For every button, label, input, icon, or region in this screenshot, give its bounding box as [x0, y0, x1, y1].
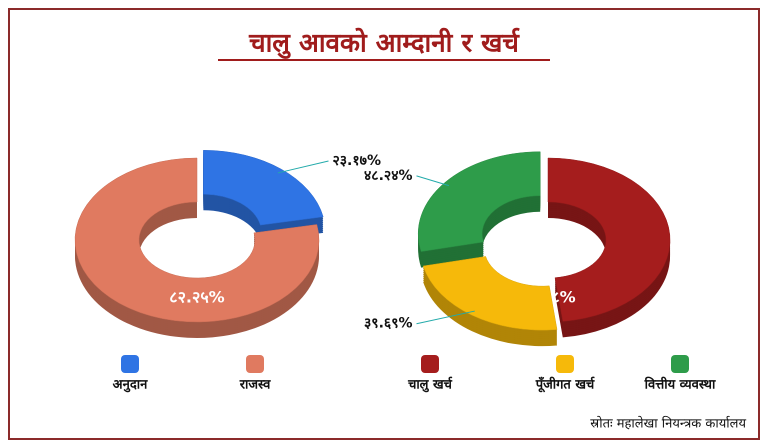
frame — [8, 8, 760, 440]
slice — [203, 150, 324, 226]
slice — [74, 157, 320, 323]
leader-line — [416, 310, 475, 325]
slice — [547, 157, 671, 322]
value-label: ८२.२५% — [169, 288, 224, 307]
legend-label: चालु खर्च — [407, 377, 453, 393]
leader-line — [416, 175, 450, 187]
legend-swatch — [121, 355, 139, 373]
value-label: २३.१७% — [333, 153, 381, 169]
legend-label: वित्तीय व्यवस्था — [644, 377, 716, 393]
legend-label: अनुदान — [113, 378, 148, 393]
legend-swatch — [421, 355, 439, 373]
source-note: स्रोतः महालेखा नियन्त्रक कार्यालय — [590, 416, 746, 432]
value-label: ४८.२४% — [364, 168, 412, 184]
slice — [417, 151, 541, 252]
legend-swatch — [246, 355, 264, 373]
value-label: ३९.६९% — [364, 316, 412, 332]
leader-line — [277, 160, 329, 174]
slice — [422, 256, 558, 331]
legend-swatch — [671, 355, 689, 373]
legend-swatch — [556, 355, 574, 373]
legend-label: पूँजीगत खर्च — [535, 377, 596, 393]
chart-title: चालु आवको आम्दानी र खर्च — [248, 28, 520, 60]
legend-label: राजस्व — [239, 378, 271, 393]
